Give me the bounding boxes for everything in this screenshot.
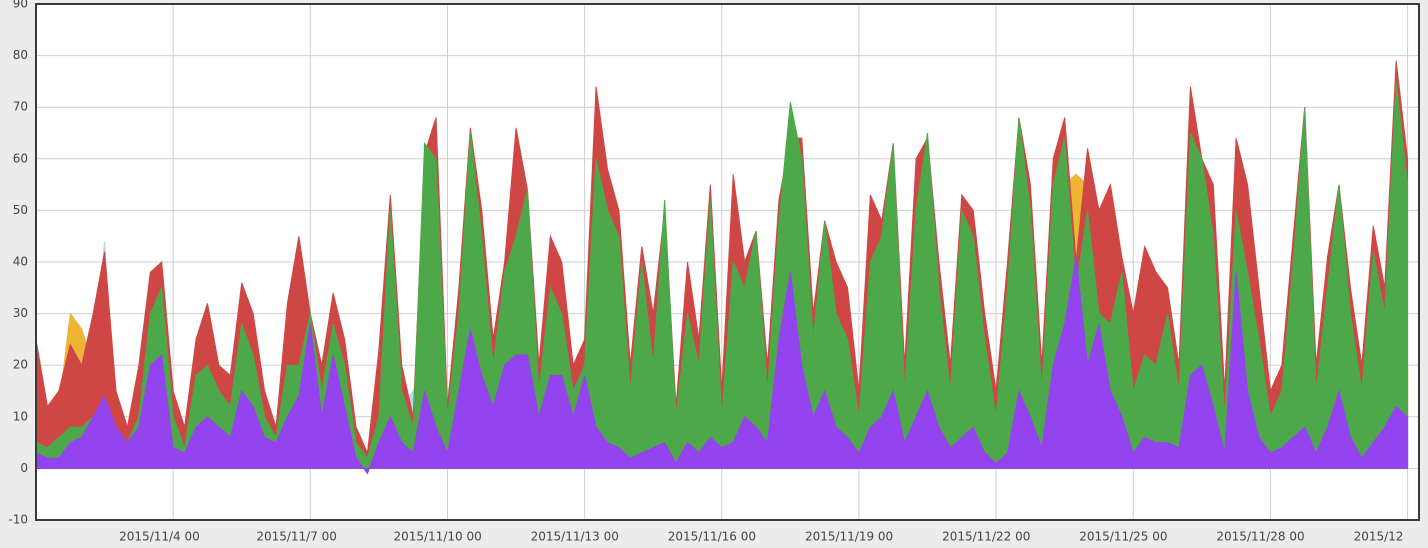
y-tick-label: 10	[13, 409, 28, 423]
plot-border	[35, 3, 1420, 521]
x-tick-label: 2015/11/22 00	[942, 530, 1030, 544]
y-tick-label: 80	[13, 48, 28, 62]
y-tick-label: 40	[13, 255, 28, 269]
x-tick-label: 2015/11/28 00	[1216, 530, 1304, 544]
x-tick-label: 2015/12	[1354, 530, 1404, 544]
y-tick-label: 70	[13, 100, 28, 114]
x-tick-label: 2015/11/19 00	[805, 530, 893, 544]
y-tick-label: -10	[8, 513, 28, 527]
y-tick-label: 20	[13, 358, 28, 372]
y-tick-label: 50	[13, 203, 28, 217]
y-tick-label: 90	[13, 0, 28, 11]
x-tick-label: 2015/11/7 00	[256, 530, 337, 544]
areas	[35, 60, 1409, 475]
x-tick-label: 2015/11/10 00	[393, 530, 481, 544]
y-tick-label: 30	[13, 306, 28, 320]
labels: -10 0 10 20 30 40 50 60 70 80 90 2015/11/4 00 2015/1…	[8, 0, 1403, 544]
x-tick-label: 2015/11/13 00	[531, 530, 619, 544]
y-tick-label: 60	[13, 151, 28, 165]
x-tick-label: 2015/11/25 00	[1079, 530, 1167, 544]
x-tick-label: 2015/11/4 00	[119, 530, 200, 544]
x-tick-label: 2015/11/16 00	[668, 530, 756, 544]
y-tick-label: 0	[20, 461, 28, 475]
area	[35, 256, 1409, 475]
